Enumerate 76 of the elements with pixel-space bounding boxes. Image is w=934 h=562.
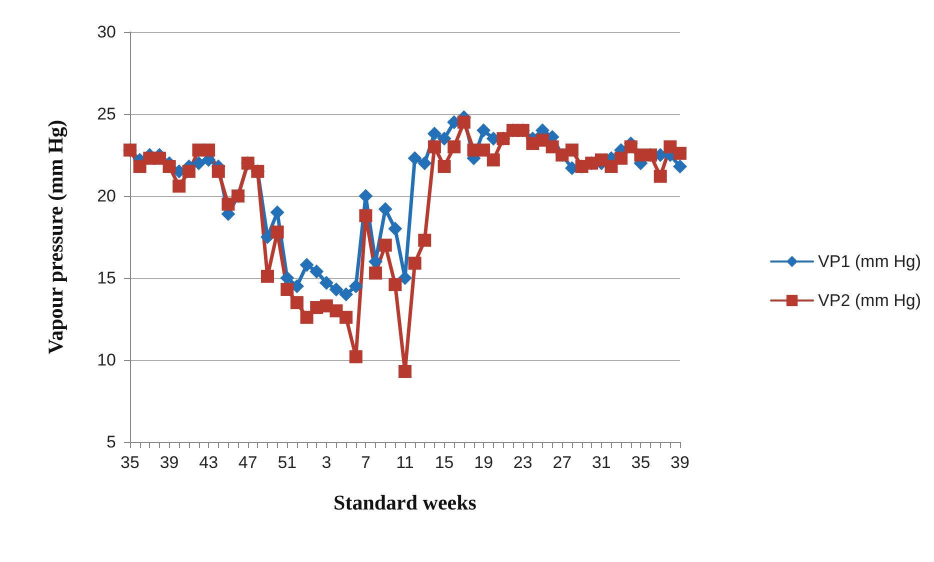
point: [654, 170, 667, 183]
point: [388, 222, 402, 236]
point: [398, 271, 412, 285]
point: [212, 164, 225, 178]
point: [300, 258, 314, 272]
x-tick-label: 19: [474, 453, 494, 472]
point: [172, 180, 186, 193]
point: [202, 144, 216, 157]
x-tick-label: 23: [513, 453, 532, 472]
point: [674, 146, 686, 160]
point: [614, 152, 628, 165]
point: [428, 140, 441, 154]
point: [329, 282, 344, 296]
point: [408, 151, 422, 166]
x-tick-label: 35: [120, 453, 140, 472]
point: [398, 364, 412, 378]
point: [222, 198, 235, 211]
point: [457, 116, 470, 129]
x-tick-label: 27: [552, 453, 572, 472]
x-tick-label: 43: [199, 453, 218, 472]
point: [192, 156, 206, 170]
x-tick-label: 15: [434, 453, 454, 472]
y-tick-label: 15: [97, 268, 116, 288]
point: [418, 156, 432, 170]
point: [437, 132, 452, 146]
x-tick-label: 3: [322, 453, 332, 472]
point: [162, 160, 176, 173]
point: [418, 234, 432, 247]
point: [182, 164, 196, 178]
x-tick-label: 11: [396, 453, 414, 472]
point: [270, 226, 284, 239]
point: [280, 282, 294, 296]
point: [565, 144, 578, 157]
point: [339, 287, 354, 302]
point: [378, 238, 392, 252]
x-tick-label: 51: [278, 453, 297, 472]
y-axis-title: Vapour pressure (mm Hg): [44, 120, 68, 354]
x-tick-label: 39: [670, 453, 690, 472]
point: [261, 270, 274, 283]
point: [310, 264, 324, 278]
x-tick-label: 31: [592, 453, 611, 472]
point: [358, 189, 373, 203]
point: [348, 279, 363, 294]
point: [486, 153, 500, 166]
point: [673, 159, 687, 174]
legend-label: VP2 (mm Hg): [818, 291, 922, 310]
x-tick-label: 39: [160, 453, 179, 472]
x-tick-label: 35: [631, 453, 650, 472]
x-tick-label: 7: [360, 453, 370, 472]
point: [369, 266, 382, 280]
point: [408, 256, 422, 270]
point: [290, 296, 304, 310]
point: [300, 310, 314, 324]
point: [349, 350, 362, 364]
legend-label: VP1 (mm Hg): [818, 252, 922, 271]
point: [319, 276, 334, 290]
y-tick-label: 10: [97, 350, 116, 370]
point: [359, 209, 372, 222]
point: [270, 205, 284, 220]
point: [477, 144, 490, 157]
y-tick-label: 25: [97, 104, 116, 124]
point: [388, 278, 402, 292]
point: [378, 202, 392, 216]
point: [340, 310, 353, 324]
y-tick-label: 20: [97, 186, 116, 206]
point: [476, 123, 491, 138]
point: [448, 140, 461, 154]
y-tick-label: 5: [106, 432, 116, 452]
point: [438, 160, 451, 173]
x-tick-label: 47: [238, 453, 258, 472]
point: [280, 271, 294, 285]
point: [152, 152, 166, 165]
point: [368, 254, 383, 269]
y-tick-label: 30: [97, 22, 116, 42]
x-axis-title: Standard weeks: [334, 490, 476, 514]
point: [427, 126, 442, 141]
